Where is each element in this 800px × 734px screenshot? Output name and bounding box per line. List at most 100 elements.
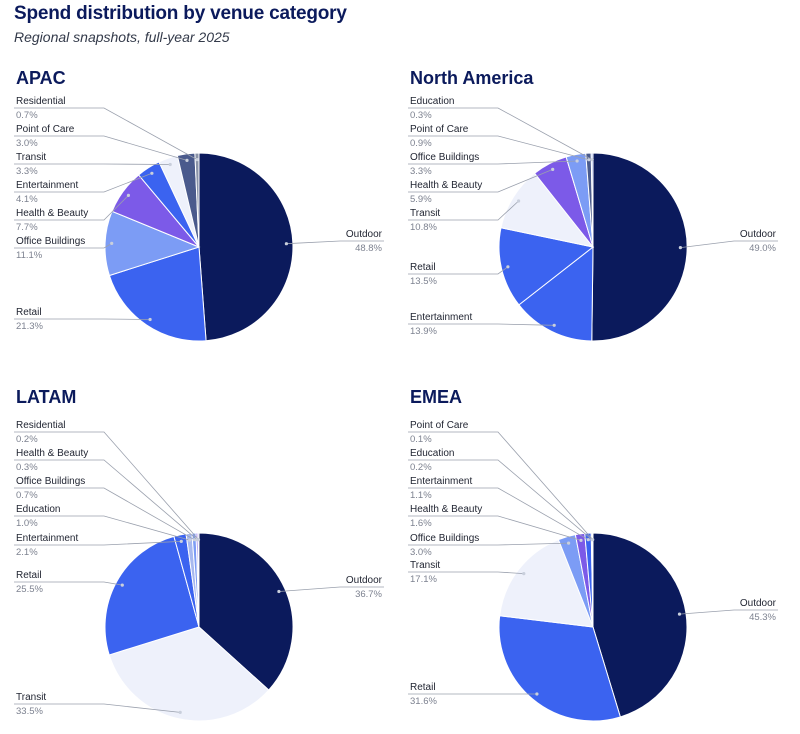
leader-line: [14, 541, 182, 546]
leader-dot: [575, 159, 579, 163]
leader-line: [14, 135, 188, 161]
leader-line: [14, 107, 198, 160]
leader-line: [14, 581, 123, 586]
pie-slice-residential: [197, 532, 200, 628]
slice-value-entertainment: 13.9%: [410, 326, 437, 337]
pie-slice-outdoor: [592, 532, 688, 718]
leader-line: [14, 243, 112, 249]
leader-line: [408, 266, 509, 275]
leader-line: [408, 487, 589, 541]
slice-value-office-buildings: 3.0%: [410, 547, 432, 558]
pie-chart-latam: LATAM Outdoor 36.7% Transit 33.5% Retail 25.5%…: [14, 387, 384, 722]
leader-line: [286, 240, 384, 245]
leader-line: [408, 459, 593, 540]
slice-label-retail: Retail: [410, 682, 436, 693]
leader-line: [14, 431, 199, 540]
chart-subtitle: Regional snapshots, full-year 2025: [14, 29, 230, 45]
slice-label-outdoor: Outdoor: [346, 229, 383, 240]
chart-title: Spend distribution by venue category: [14, 3, 347, 24]
pie-slice-education: [590, 152, 594, 248]
leader-dot: [590, 158, 594, 162]
slice-label-point-of-care: Point of Care: [410, 420, 469, 431]
leader-line: [14, 163, 171, 165]
slice-label-office-buildings: Office Buildings: [410, 533, 479, 544]
slice-label-office-buildings: Office Buildings: [410, 152, 479, 163]
slice-label-outdoor: Outdoor: [740, 229, 777, 240]
leader-dot: [587, 158, 591, 162]
leader-line: [408, 160, 578, 165]
slice-value-point-of-care: 3.0%: [16, 138, 38, 149]
slice-label-office-buildings: Office Buildings: [16, 476, 85, 487]
pie-slice-retail: [498, 615, 621, 722]
leader-dot: [192, 538, 196, 542]
slice-value-entertainment: 2.1%: [16, 547, 38, 558]
leader-line: [408, 323, 555, 326]
leader-dot: [168, 162, 172, 167]
pie-slice-outdoor: [198, 152, 294, 342]
slice-label-retail: Retail: [410, 262, 436, 273]
leader-line: [14, 459, 198, 540]
leader-line: [408, 135, 589, 161]
leader-line: [14, 487, 195, 541]
slice-value-transit: 3.3%: [16, 166, 38, 177]
pie-chart-north-america: North America Outdoor 49.0% Entertainment 13…: [408, 68, 778, 342]
slice-value-entertainment: 4.1%: [16, 194, 38, 205]
slice-label-point-of-care: Point of Care: [16, 124, 75, 135]
slice-value-health-and-beauty: 0.3%: [16, 462, 38, 473]
slice-value-education: 1.0%: [16, 518, 38, 529]
pie-slice-entertainment: [518, 245, 594, 342]
slice-value-transit: 33.5%: [16, 706, 43, 717]
slice-value-health-and-beauty: 5.9%: [410, 194, 432, 205]
slice-value-outdoor: 45.3%: [749, 612, 776, 623]
leader-line: [680, 240, 778, 248]
pie-slice-outdoor: [198, 532, 294, 691]
leader-line: [408, 107, 593, 160]
leader-dot: [567, 541, 571, 545]
pie-slice-retail: [498, 227, 595, 306]
pie-slice-transit: [108, 626, 270, 722]
slice-label-transit: Transit: [16, 692, 46, 703]
leader-dot: [535, 692, 539, 696]
slice-label-transit: Transit: [410, 208, 440, 219]
leader-dot: [284, 242, 288, 246]
pie-slice-transit: [500, 172, 595, 248]
slice-label-outdoor: Outdoor: [346, 575, 383, 586]
slice-value-entertainment: 1.1%: [410, 490, 432, 501]
leader-dot: [195, 158, 199, 162]
slice-label-outdoor: Outdoor: [740, 598, 777, 609]
leader-dot: [196, 538, 201, 542]
leader-dot: [586, 538, 590, 542]
slice-label-education: Education: [410, 448, 454, 459]
leader-line: [14, 515, 190, 541]
slice-label-health-and-beauty: Health & Beauty: [16, 208, 88, 219]
slice-label-entertainment: Entertainment: [16, 533, 78, 544]
region-title: LATAM: [16, 387, 76, 407]
pie-slice-transit: [499, 538, 594, 628]
slice-label-transit: Transit: [410, 560, 440, 571]
leader-dot: [506, 265, 510, 269]
leader-dot: [678, 246, 683, 250]
slice-value-transit: 10.8%: [410, 222, 437, 233]
pie-chart-emea: EMEA Outdoor 45.3% Retail 31.6% Transit 17.1% O…: [408, 387, 778, 722]
leader-line: [278, 586, 384, 592]
slice-value-residential: 0.7%: [16, 110, 38, 121]
slice-label-residential: Residential: [16, 96, 65, 107]
slice-value-office-buildings: 3.3%: [410, 166, 432, 177]
leader-line: [14, 195, 129, 221]
leader-dot: [126, 193, 130, 197]
leader-dot: [552, 323, 556, 327]
slice-label-health-and-beauty: Health & Beauty: [410, 180, 482, 191]
pie-slice-retail: [108, 246, 207, 342]
leader-line: [14, 172, 153, 193]
slice-value-office-buildings: 11.1%: [16, 250, 43, 261]
leader-dot: [277, 589, 281, 594]
slice-value-health-and-beauty: 1.6%: [410, 518, 432, 529]
region-title: North America: [410, 68, 534, 88]
leader-line: [679, 609, 778, 615]
slice-value-retail: 21.3%: [16, 321, 43, 332]
slice-value-outdoor: 48.8%: [355, 243, 382, 254]
slice-value-outdoor: 36.7%: [355, 589, 382, 600]
leader-dot: [591, 538, 595, 542]
leader-dot: [150, 171, 154, 175]
